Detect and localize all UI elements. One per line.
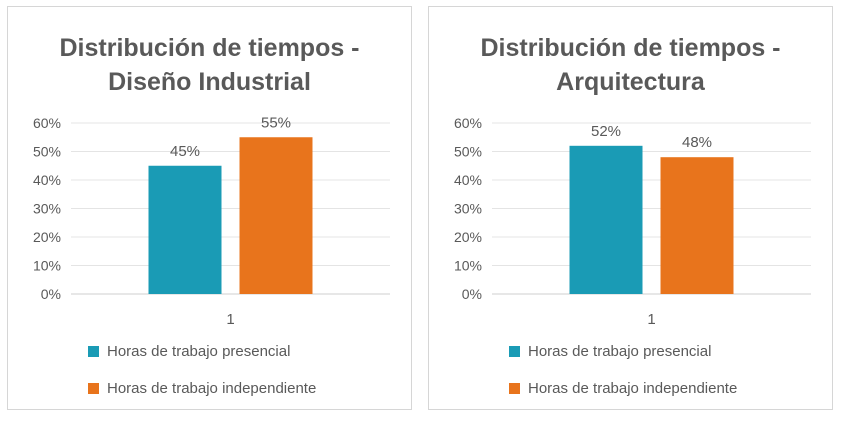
y-tick-label: 0% bbox=[462, 286, 482, 302]
bar-independiente bbox=[239, 137, 313, 294]
y-tick-label: 10% bbox=[454, 258, 482, 274]
legend-swatch-presencial bbox=[88, 345, 99, 357]
data-label: 45% bbox=[170, 143, 200, 160]
legend-item-independiente: Horas de trabajo independiente bbox=[509, 378, 737, 398]
bar-chart-plot: 0% 10% 20% 30% 40% 50% 60% 52% 48% 1 bbox=[454, 115, 811, 328]
y-tick-label: 50% bbox=[454, 144, 482, 160]
x-tick-label: 1 bbox=[647, 311, 655, 328]
legend-label-independiente: Horas de trabajo independiente bbox=[107, 379, 317, 397]
legend-item-presencial: Horas de trabajo presencial bbox=[88, 341, 316, 361]
legend-item-presencial: Horas de trabajo presencial bbox=[509, 341, 737, 361]
chart-title: Distribución de tiempos - Arquitectura bbox=[429, 31, 832, 99]
bar-independiente bbox=[660, 157, 734, 294]
bar-presencial bbox=[569, 145, 643, 294]
y-tick-label: 50% bbox=[33, 144, 61, 160]
legend-label-independiente: Horas de trabajo independiente bbox=[528, 379, 738, 397]
legend-label-presencial: Horas de trabajo presencial bbox=[528, 342, 712, 360]
chart-legend: Horas de trabajo presencial Horas de tra… bbox=[88, 341, 316, 415]
data-label: 55% bbox=[261, 114, 291, 131]
legend-swatch-independiente bbox=[88, 382, 99, 394]
chart-title-line-1: Distribución de tiempos - bbox=[480, 34, 781, 62]
y-tick-label: 60% bbox=[33, 115, 61, 131]
chart-title: Distribución de tiempos - Diseño Industr… bbox=[8, 31, 411, 99]
y-tick-label: 60% bbox=[454, 115, 482, 131]
chart-title-line-2: Arquitectura bbox=[556, 68, 705, 96]
bar-presencial bbox=[148, 165, 222, 294]
chart-title-line-1: Distribución de tiempos - bbox=[59, 34, 360, 62]
y-tick-label: 30% bbox=[33, 201, 61, 217]
data-label: 52% bbox=[591, 123, 621, 140]
legend-swatch-presencial bbox=[509, 345, 520, 357]
chart-panel-arquitectura: Distribución de tiempos - Arquitectura 0… bbox=[428, 6, 833, 410]
y-tick-label: 20% bbox=[33, 229, 61, 245]
chart-legend: Horas de trabajo presencial Horas de tra… bbox=[509, 341, 737, 415]
legend-swatch-independiente bbox=[509, 382, 520, 394]
y-tick-label: 30% bbox=[454, 201, 482, 217]
y-tick-label: 10% bbox=[33, 258, 61, 274]
legend-label-presencial: Horas de trabajo presencial bbox=[107, 342, 291, 360]
legend-item-independiente: Horas de trabajo independiente bbox=[88, 378, 316, 398]
y-tick-label: 0% bbox=[41, 286, 61, 302]
chart-title-line-2: Diseño Industrial bbox=[108, 68, 311, 96]
data-label: 48% bbox=[682, 134, 712, 151]
y-tick-label: 40% bbox=[454, 172, 482, 188]
bar-chart-plot: 0% 10% 20% 30% 40% 50% 60% 45% 55% 1 bbox=[33, 114, 390, 328]
x-tick-label: 1 bbox=[226, 311, 234, 328]
y-tick-label: 40% bbox=[33, 172, 61, 188]
chart-panel-diseno-industrial: Distribución de tiempos - Diseño Industr… bbox=[7, 6, 412, 410]
y-tick-label: 20% bbox=[454, 229, 482, 245]
